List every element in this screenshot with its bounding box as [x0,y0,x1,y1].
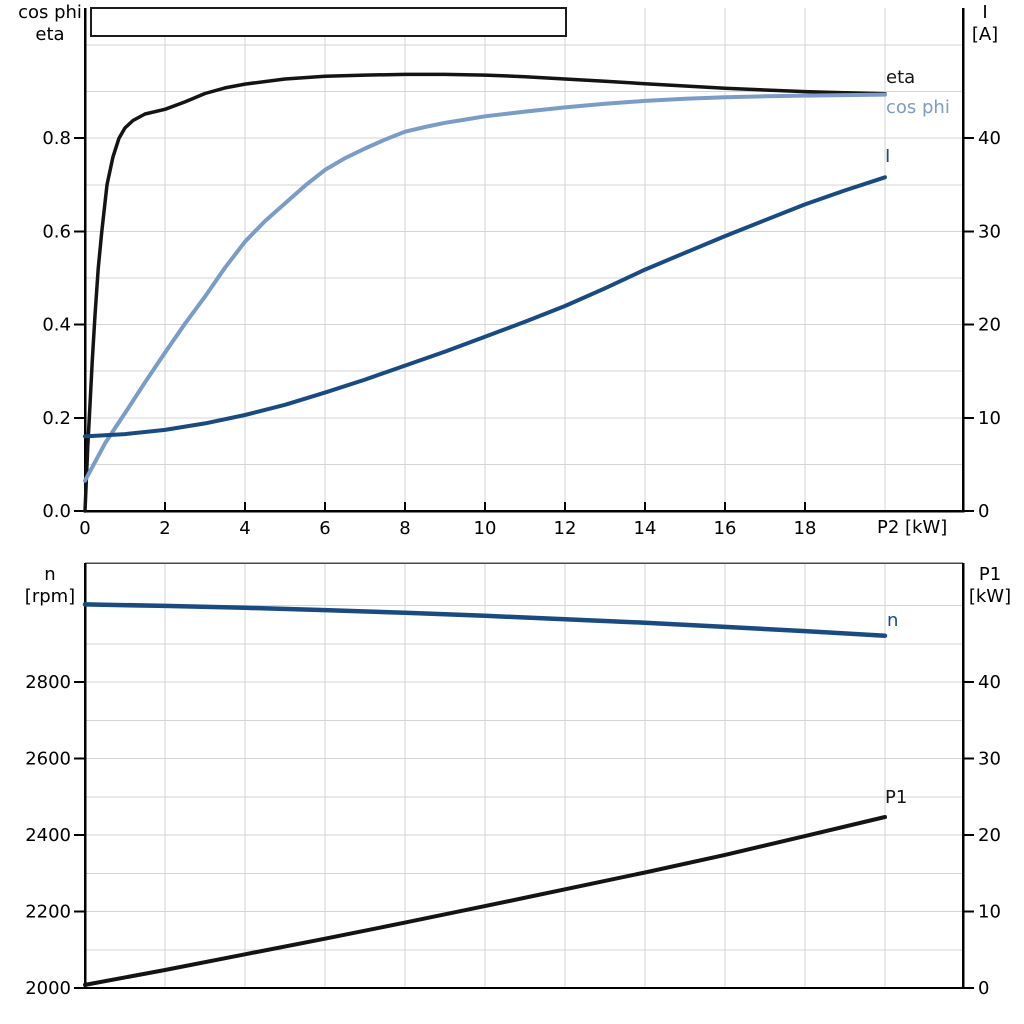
tick-label-right: 40 [978,672,1001,693]
tick-label-left: 2800 [25,672,71,693]
tick-label-left: 2200 [25,902,71,923]
curve-label-p1: P1 [885,787,907,808]
tick-label-right: 30 [978,221,1001,242]
tick-label-x: 12 [554,518,577,539]
tick-label-right: 0 [978,978,989,999]
axis-title-speed-unit: [rpm] [24,586,76,607]
top-panel: 0.0 0.2 0.4 0.6 0.8 0 10 20 30 40 0 2 4 6 8 10 12 14 16 18 e… [42,8,1001,539]
tick-label-left: 0.0 [42,501,71,522]
tick-label-right: 20 [978,825,1001,846]
tick-label-x: 14 [634,518,657,539]
tick-label-x: 4 [239,518,250,539]
tick-label-right: 0 [978,501,989,522]
tick-label-right: 10 [978,408,1001,429]
axis-title-speed: n [44,564,56,585]
tick-label-left: 0.8 [42,128,71,149]
curve-label-n: n [887,610,898,631]
curve-label-i: I [885,146,890,167]
tick-label-x: 0 [79,518,90,539]
curve-label-eta: eta [886,67,915,88]
curve-i [83,175,887,439]
tick-label-left: 0.6 [42,221,71,242]
axis-title-current: I [982,2,988,23]
tick-label-right: 10 [978,902,1001,923]
curve-n [82,602,888,638]
bottom-panel: 2000 2200 2400 2600 2800 0 10 20 30 40 n P1 [25,562,1001,999]
curve-eta [83,72,887,513]
axis-title-left-top: cos phi eta [10,2,90,46]
tick-label-left: 2000 [25,978,71,999]
tick-label-right: 30 [978,749,1001,770]
axis-title-p1: P1 [978,564,1002,585]
curve-cos-phi [83,92,887,483]
axis-title-p2: P2 [kW] [877,517,948,538]
tick-label-x: 2 [159,518,170,539]
curve-p1 [83,815,887,987]
axis-title-right-bottom: P1 [kW] [958,564,1022,608]
curve-label-cos-phi: cos phi [886,97,950,118]
axis-title-p1-unit: [kW] [968,586,1012,607]
tick-label-x: 16 [714,518,737,539]
tick-label-x: 6 [319,518,330,539]
tick-label-left: 2600 [25,749,71,770]
tick-label-x: 10 [474,518,497,539]
axis-title-right-top: I [A] [955,2,1015,46]
axis-title-eta: eta [35,24,65,45]
tick-label-x: 18 [794,518,817,539]
tick-label-left: 0.4 [42,315,71,336]
tick-label-x: 8 [399,518,410,539]
tick-label-left: 0.2 [42,408,71,429]
tick-label-right: 40 [978,128,1001,149]
title-box: NB50-250/205 + 160MD 15 kW 3*400 V, 50 H… [90,7,567,37]
axis-title-current-unit: [A] [971,24,999,45]
axis-title-cos-phi: cos phi [18,2,82,23]
tick-label-left: 2400 [25,825,71,846]
axis-title-left-bottom: n [rpm] [10,564,90,608]
tick-label-right: 20 [978,315,1001,336]
